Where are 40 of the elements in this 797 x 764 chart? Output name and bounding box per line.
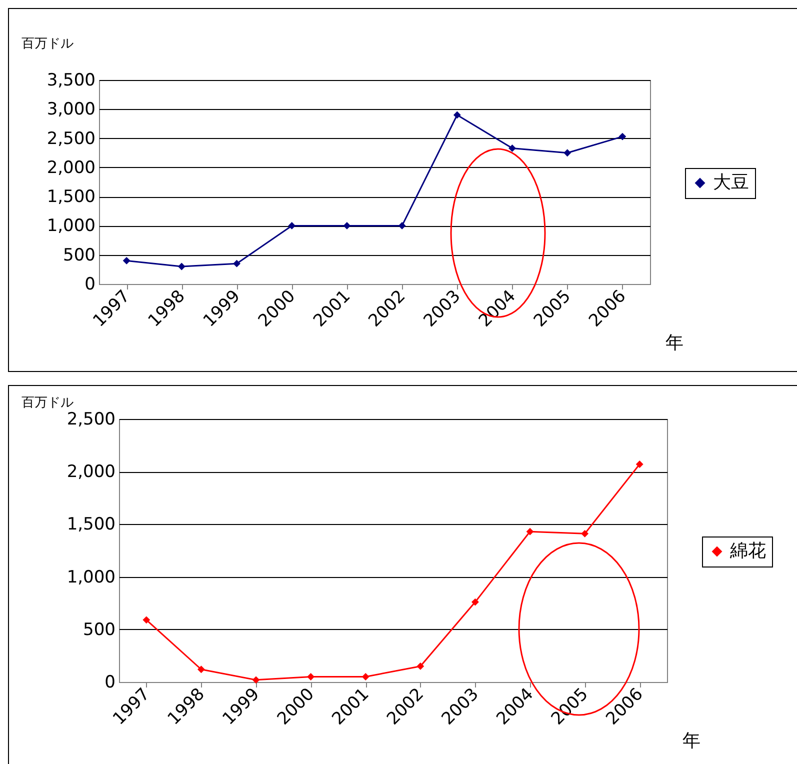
y-tick-label: 500 — [63, 245, 96, 266]
y-tick-label: 0 — [84, 274, 96, 294]
point — [178, 262, 186, 270]
point — [307, 673, 315, 680]
legend-label: 綿花 — [729, 540, 766, 562]
point — [618, 132, 626, 140]
y-tick-label: 2,000 — [46, 158, 96, 178]
y-tick-label: 500 — [83, 620, 116, 640]
y-axis-title: 百万ドル — [22, 36, 74, 52]
legend-label: 大豆 — [713, 172, 749, 193]
y-tick-label: 2,500 — [66, 410, 116, 430]
y-tick-label: 2,500 — [46, 128, 96, 149]
point — [581, 530, 589, 538]
y-tick-label: 1,500 — [46, 187, 96, 208]
point — [288, 222, 296, 230]
point — [416, 662, 424, 670]
point — [564, 149, 572, 157]
y-tick-label: 0 — [104, 672, 116, 692]
y-tick-label: 1,000 — [66, 567, 116, 588]
point — [398, 222, 406, 230]
point — [508, 144, 516, 152]
point — [526, 528, 534, 536]
point — [122, 256, 130, 264]
point — [197, 666, 205, 674]
point — [471, 598, 479, 606]
point — [636, 460, 644, 468]
x-axis-title: 年 — [682, 730, 700, 752]
y-axis-title: 百万ドル — [22, 396, 74, 410]
y-tick-label: 3,000 — [46, 100, 96, 120]
point — [233, 260, 240, 268]
point — [142, 616, 150, 624]
point — [343, 222, 351, 230]
y-tick-label: 3,500 — [46, 70, 96, 90]
point — [453, 111, 461, 119]
y-tick-label: 1,500 — [66, 514, 116, 535]
y-tick-label: 2,000 — [66, 462, 116, 482]
y-tick-label: 1,000 — [46, 216, 96, 236]
x-axis-title: 年 — [666, 332, 684, 354]
point — [362, 673, 370, 680]
point — [252, 676, 260, 684]
